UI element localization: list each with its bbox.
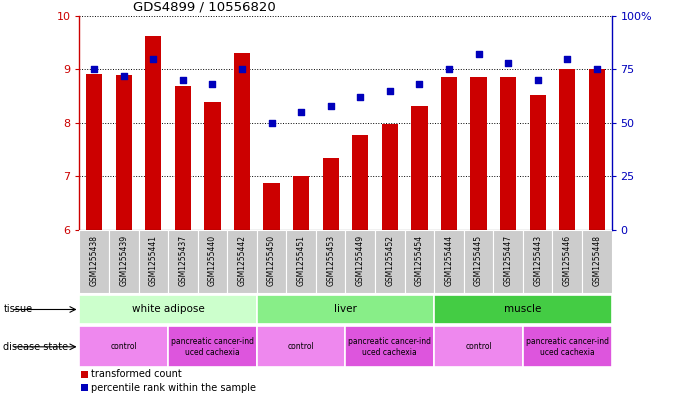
Text: GDS4899 / 10556820: GDS4899 / 10556820 bbox=[133, 0, 276, 13]
Text: GSM1255440: GSM1255440 bbox=[208, 235, 217, 286]
Point bbox=[354, 94, 366, 100]
Bar bbox=[234, 53, 250, 230]
Text: GSM1255448: GSM1255448 bbox=[592, 235, 601, 286]
Bar bbox=[582, 230, 612, 293]
Text: muscle: muscle bbox=[504, 305, 542, 314]
Bar bbox=[257, 326, 346, 367]
Point bbox=[591, 66, 603, 72]
Bar bbox=[323, 158, 339, 230]
Bar bbox=[81, 384, 88, 391]
Bar bbox=[79, 326, 168, 367]
Bar bbox=[168, 326, 257, 367]
Bar bbox=[500, 77, 516, 230]
Text: control: control bbox=[465, 342, 492, 351]
Bar bbox=[434, 230, 464, 293]
Text: disease state: disease state bbox=[3, 342, 68, 352]
Bar bbox=[381, 124, 398, 230]
Text: GSM1255439: GSM1255439 bbox=[120, 235, 129, 286]
Text: GSM1255449: GSM1255449 bbox=[356, 235, 365, 286]
Bar bbox=[405, 230, 434, 293]
Bar bbox=[168, 230, 198, 293]
Bar bbox=[346, 230, 375, 293]
Text: GSM1255443: GSM1255443 bbox=[533, 235, 542, 286]
Bar bbox=[257, 230, 286, 293]
Bar bbox=[434, 326, 523, 367]
Bar bbox=[286, 230, 316, 293]
Bar bbox=[523, 230, 552, 293]
Point bbox=[414, 81, 425, 87]
Text: GSM1255446: GSM1255446 bbox=[562, 235, 571, 286]
Text: liver: liver bbox=[334, 305, 357, 314]
Bar bbox=[257, 295, 434, 324]
Bar bbox=[346, 326, 434, 367]
Bar bbox=[115, 75, 132, 230]
Bar bbox=[589, 69, 605, 230]
Bar bbox=[293, 176, 310, 230]
Bar bbox=[316, 230, 346, 293]
Point bbox=[296, 109, 307, 115]
Text: pancreatic cancer-ind
uced cachexia: pancreatic cancer-ind uced cachexia bbox=[526, 337, 609, 356]
Point bbox=[236, 66, 247, 72]
Text: GSM1255437: GSM1255437 bbox=[178, 235, 187, 286]
Bar bbox=[198, 230, 227, 293]
Bar bbox=[552, 230, 582, 293]
Bar bbox=[175, 86, 191, 230]
Point bbox=[88, 66, 100, 72]
Bar bbox=[411, 106, 428, 230]
Text: percentile rank within the sample: percentile rank within the sample bbox=[91, 383, 256, 393]
Point bbox=[384, 88, 395, 94]
Text: pancreatic cancer-ind
uced cachexia: pancreatic cancer-ind uced cachexia bbox=[348, 337, 431, 356]
Bar bbox=[79, 295, 257, 324]
Text: GSM1255451: GSM1255451 bbox=[296, 235, 305, 286]
Bar bbox=[523, 326, 612, 367]
Point bbox=[473, 51, 484, 57]
Text: tissue: tissue bbox=[3, 305, 32, 314]
Bar bbox=[79, 230, 109, 293]
Point bbox=[207, 81, 218, 87]
Text: transformed count: transformed count bbox=[91, 369, 182, 379]
Text: GSM1255442: GSM1255442 bbox=[238, 235, 247, 286]
Bar bbox=[471, 77, 486, 230]
Text: GSM1255444: GSM1255444 bbox=[444, 235, 453, 286]
Text: GSM1255447: GSM1255447 bbox=[504, 235, 513, 286]
Bar bbox=[434, 295, 612, 324]
Text: GSM1255454: GSM1255454 bbox=[415, 235, 424, 286]
Point bbox=[325, 103, 337, 109]
Point bbox=[148, 55, 159, 62]
Point bbox=[266, 119, 277, 126]
Text: GSM1255445: GSM1255445 bbox=[474, 235, 483, 286]
Bar bbox=[375, 230, 405, 293]
Text: GSM1255452: GSM1255452 bbox=[386, 235, 395, 286]
Bar bbox=[441, 77, 457, 230]
Text: white adipose: white adipose bbox=[132, 305, 205, 314]
Text: pancreatic cancer-ind
uced cachexia: pancreatic cancer-ind uced cachexia bbox=[171, 337, 254, 356]
Bar bbox=[86, 73, 102, 230]
Text: GSM1255441: GSM1255441 bbox=[149, 235, 158, 286]
Text: control: control bbox=[111, 342, 138, 351]
Bar bbox=[109, 230, 139, 293]
Text: GSM1255453: GSM1255453 bbox=[326, 235, 335, 286]
Point bbox=[444, 66, 455, 72]
Point bbox=[502, 60, 513, 66]
Bar bbox=[529, 95, 546, 230]
Bar bbox=[205, 103, 220, 230]
Bar bbox=[559, 69, 576, 230]
Text: GSM1255438: GSM1255438 bbox=[90, 235, 99, 286]
Bar bbox=[139, 230, 168, 293]
Bar bbox=[464, 230, 493, 293]
Point bbox=[178, 77, 189, 83]
Point bbox=[118, 73, 129, 79]
Point bbox=[532, 77, 543, 83]
Bar bbox=[493, 230, 523, 293]
Bar bbox=[227, 230, 257, 293]
Point bbox=[562, 55, 573, 62]
Bar bbox=[352, 134, 368, 230]
Text: control: control bbox=[287, 342, 314, 351]
Bar bbox=[145, 36, 162, 230]
Bar bbox=[81, 371, 88, 378]
Text: GSM1255450: GSM1255450 bbox=[267, 235, 276, 286]
Bar bbox=[263, 183, 280, 230]
